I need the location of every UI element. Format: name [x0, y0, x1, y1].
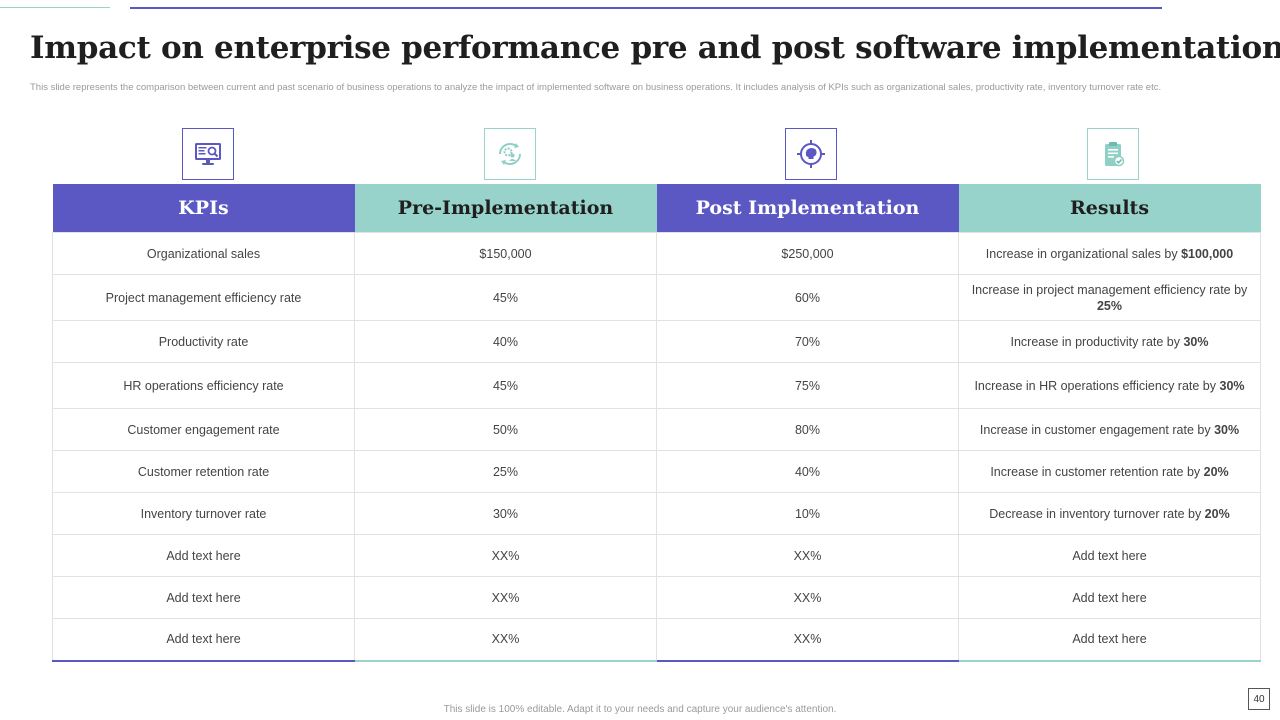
pre-implementation-cell: XX% [354, 618, 657, 662]
result-text: Increase in customer engagement rate by [979, 422, 1215, 437]
pre-implementation-icon-box [484, 128, 536, 180]
result-cell: Increase in productivity rate by 30% [958, 320, 1261, 363]
table-row: Project management efficiency rate 45% 60%… [52, 274, 1261, 321]
result-text: Increase in customer retention rate by [990, 464, 1204, 479]
slide-title: Impact on enterprise performance pre and… [30, 30, 1280, 66]
result-value: 25% [1096, 298, 1123, 313]
result-value: 20% [1204, 506, 1230, 521]
table-row: Add text here XX% XX% Add text here [52, 576, 1261, 619]
header-kpis: KPIs [52, 184, 355, 233]
result-text: Increase in organizational sales by [985, 246, 1182, 261]
kpi-cell: Customer retention rate [52, 450, 355, 493]
top-accent-line-teal [0, 7, 110, 8]
table-body: Organizational sales $150,000 $250,000 Incr… [52, 232, 1261, 662]
result-cell: Increase in organizational sales by $100… [958, 232, 1261, 275]
kpi-cell: Add text here [52, 618, 355, 662]
top-accent-line-purple [130, 7, 1162, 9]
result-text: Add text here [1072, 632, 1147, 647]
kpi-cell: Inventory turnover rate [52, 492, 355, 535]
result-text: Add text here [1072, 590, 1147, 605]
kpi-cell: Project management efficiency rate [52, 274, 355, 321]
header-post-implementation: Post Implementation [656, 184, 959, 233]
post-implementation-cell: 80% [656, 408, 959, 451]
kpi-comparison-table: KPIs Pre-Implementation Post Implementat… [52, 184, 1261, 662]
post-implementation-cell: 40% [656, 450, 959, 493]
result-text: Increase in project management efficienc… [971, 282, 1248, 297]
monitor-search-icon [195, 143, 221, 165]
result-cell: Increase in project management efficienc… [958, 274, 1261, 321]
result-value: 30% [1214, 422, 1240, 437]
post-implementation-cell: 70% [656, 320, 959, 363]
post-implementation-cell: $250,000 [656, 232, 959, 275]
result-cell: Increase in HR operations efficiency rat… [958, 362, 1261, 409]
result-cell: Add text here [958, 576, 1261, 619]
pre-implementation-cell: $150,000 [354, 232, 657, 275]
result-cell: Add text here [958, 534, 1261, 577]
result-value: $100,000 [1181, 246, 1234, 261]
pre-implementation-cell: 30% [354, 492, 657, 535]
pre-implementation-cell: XX% [354, 576, 657, 619]
results-icon-box [1087, 128, 1139, 180]
kpi-icon-box [182, 128, 234, 180]
kpi-cell: Productivity rate [52, 320, 355, 363]
header-results: Results [958, 184, 1261, 233]
result-value: 30% [1219, 378, 1245, 393]
slide-subtitle: This slide represents the comparison bet… [30, 82, 1162, 93]
gear-people-cycle-icon [499, 143, 521, 165]
pre-implementation-cell: 40% [354, 320, 657, 363]
page-number: 40 [1248, 688, 1270, 710]
table-row: Productivity rate 40% 70% Increase in produ… [52, 320, 1261, 363]
post-implementation-cell: XX% [656, 576, 959, 619]
clipboard-check-icon [1105, 142, 1125, 167]
result-text: Add text here [1072, 548, 1147, 563]
table-row: Add text here XX% XX% Add text here [52, 618, 1261, 662]
post-implementation-cell: XX% [656, 618, 959, 662]
table-row: Inventory turnover rate 30% 10% Decrease in… [52, 492, 1261, 535]
header-pre-implementation: Pre-Implementation [354, 184, 657, 233]
post-implementation-cell: XX% [656, 534, 959, 577]
result-cell: Increase in customer retention rate by 2… [958, 450, 1261, 493]
result-value: 20% [1203, 464, 1229, 479]
post-implementation-cell: 10% [656, 492, 959, 535]
table-row: HR operations efficiency rate 45% 75% Incre… [52, 362, 1261, 409]
kpi-cell: Add text here [52, 576, 355, 619]
kpi-cell: Customer engagement rate [52, 408, 355, 451]
result-value: 30% [1183, 334, 1209, 349]
result-text: Increase in HR operations efficiency rat… [974, 378, 1220, 393]
kpi-cell: Organizational sales [52, 232, 355, 275]
pre-implementation-cell: 45% [354, 274, 657, 321]
result-cell: Decrease in inventory turnover rate by 2… [958, 492, 1261, 535]
post-implementation-icon-box [785, 128, 837, 180]
table-row: Add text here XX% XX% Add text here [52, 534, 1261, 577]
kpi-cell: Add text here [52, 534, 355, 577]
table-row: Customer retention rate 25% 40% Increase in… [52, 450, 1261, 493]
pre-implementation-cell: 50% [354, 408, 657, 451]
result-text: Increase in productivity rate by [1010, 334, 1184, 349]
result-cell: Add text here [958, 618, 1261, 662]
post-implementation-cell: 60% [656, 274, 959, 321]
pre-implementation-cell: XX% [354, 534, 657, 577]
slide-footer-note: This slide is 100% editable. Adapt it to… [443, 704, 837, 715]
post-implementation-cell: 75% [656, 362, 959, 409]
table-header-row: KPIs Pre-Implementation Post Implementat… [52, 184, 1261, 233]
pre-implementation-cell: 25% [354, 450, 657, 493]
target-brain-icon [797, 140, 825, 168]
table-row: Customer engagement rate 50% 80% Increase i… [52, 408, 1261, 451]
table-row: Organizational sales $150,000 $250,000 Incr… [52, 232, 1261, 275]
kpi-cell: HR operations efficiency rate [52, 362, 355, 409]
result-cell: Increase in customer engagement rate by … [958, 408, 1261, 451]
result-text: Decrease in inventory turnover rate by [989, 506, 1205, 521]
pre-implementation-cell: 45% [354, 362, 657, 409]
